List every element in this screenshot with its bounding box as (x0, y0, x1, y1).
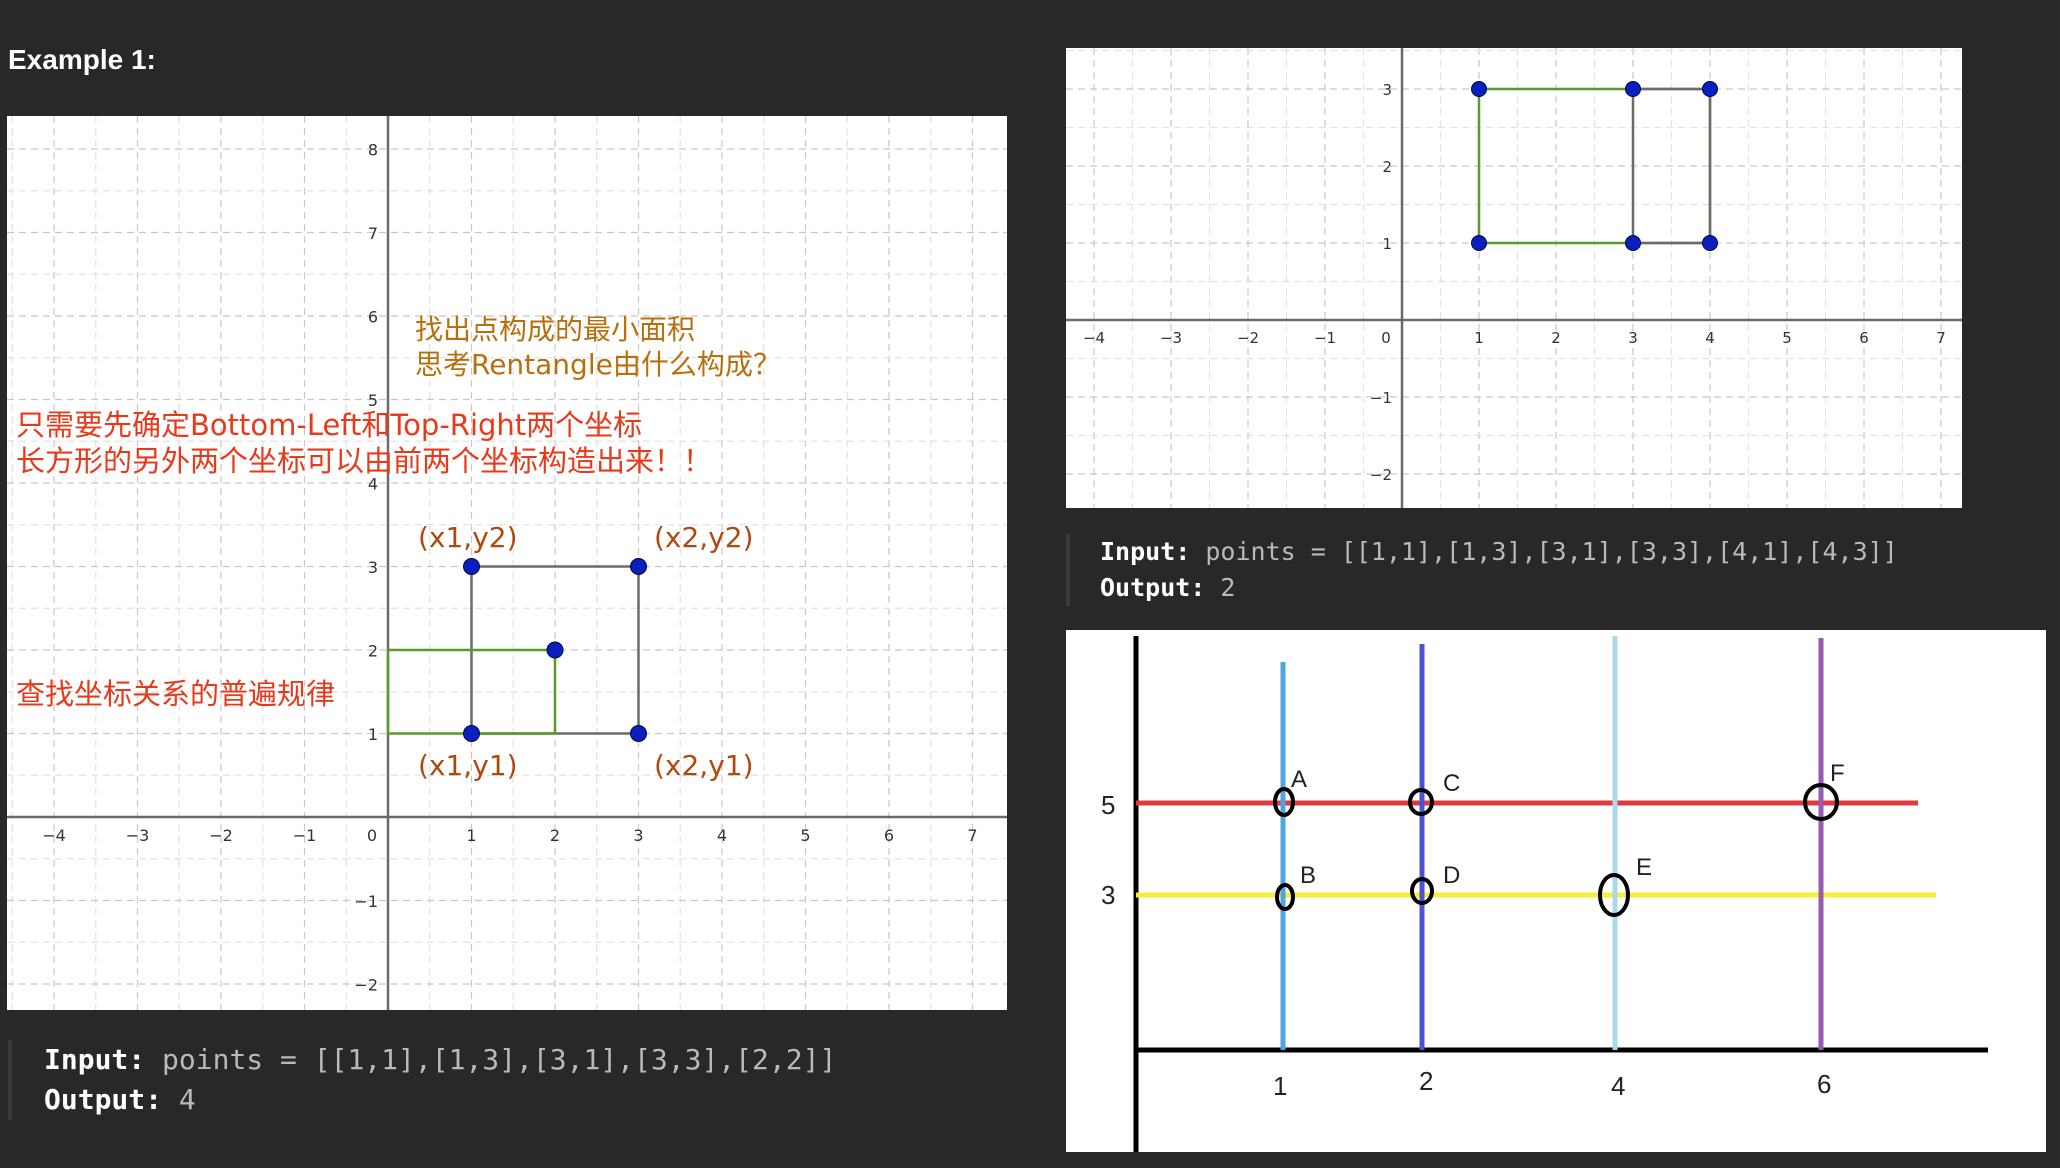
y-tick-label: 2 (368, 641, 378, 660)
y-tick-label: 3 (1382, 81, 1392, 99)
x-tick-label: 7 (1936, 329, 1946, 347)
point-f-circle (1803, 783, 1839, 821)
point-b-circle (1275, 883, 1295, 911)
rectangle-outline (1631, 87, 1712, 245)
input-value: points = [[1,1],[1,3],[3,1],[3,3],[2,2]] (145, 1043, 837, 1076)
y-tick-label: 1 (1382, 235, 1392, 253)
x-label-2: 2 (1419, 1066, 1433, 1096)
output-value: 4 (162, 1083, 196, 1116)
y-label-5: 5 (1101, 790, 1115, 820)
x-tick-label: 0 (1381, 329, 1391, 347)
left-output-line: Output: 4 (44, 1080, 836, 1120)
data-point (630, 558, 647, 575)
x-tick-label: −1 (1314, 329, 1336, 347)
x-tick-label: −3 (1160, 329, 1182, 347)
data-point (1625, 235, 1641, 251)
x-tick-label: −4 (42, 826, 66, 845)
x-tick-label: 2 (550, 826, 560, 845)
input-label: Input: (44, 1043, 146, 1076)
point-d-label: D (1443, 862, 1460, 889)
left-coordinate-graph: −4 −3 −2 −1 0 1 2 3 4 5 6 7 8 7 6 5 4 3 2 1 −1 −2 (7, 116, 1007, 1010)
y-tick-label: 6 (368, 307, 378, 326)
output-label: Output: (1100, 573, 1206, 602)
y-tick-label: −1 (354, 892, 378, 911)
output-value: 2 (1205, 573, 1236, 602)
example-heading: Example 1: (8, 44, 156, 75)
y-tick-label: 8 (368, 140, 378, 159)
data-point (1702, 235, 1718, 251)
x-tick-label: 2 (1551, 329, 1561, 347)
hand-drawn-diagram: A B C D E F 5 3 1 2 4 6 (1066, 630, 2046, 1152)
y-tick-label: −2 (1370, 466, 1392, 484)
x-tick-label: 6 (1859, 329, 1869, 347)
y-tick-label: 1 (368, 725, 378, 744)
label-x1-y1: (x1,y1) (418, 749, 518, 782)
x-tick-label: 4 (717, 826, 727, 845)
label-x1-y2: (x1,y2) (418, 521, 518, 554)
x-tick-label: 5 (1782, 329, 1792, 347)
line-intersection-diagram: A B C D E F 5 3 1 2 4 6 (1101, 636, 1988, 1152)
x-tick-label: 1 (1474, 329, 1484, 347)
data-point (1702, 81, 1718, 97)
y-tick-label: 5 (368, 391, 378, 410)
x-tick-label: 5 (800, 826, 810, 845)
y-tick-label: −1 (1370, 389, 1392, 407)
point-a-circle (1273, 787, 1295, 817)
x-tick-label: 6 (884, 826, 894, 845)
left-example-code: Input: points = [[1,1],[1,3],[3,1],[3,3]… (8, 1040, 836, 1120)
y-tick-label: −2 (354, 975, 378, 994)
x-tick-label: −2 (1237, 329, 1259, 347)
x-tick-label: 1 (466, 826, 476, 845)
label-x2-y2: (x2,y2) (654, 521, 754, 554)
x-tick-label: 7 (967, 826, 977, 845)
point-b-label: B (1300, 862, 1316, 889)
data-point (546, 641, 564, 659)
note-brown: 找出点构成的最小面积 思考Rentangle由什么构成？ (415, 313, 781, 381)
right-input-line: Input: points = [[1,1],[1,3],[3,1],[3,3]… (1100, 534, 1898, 570)
x-tick-label: −1 (293, 826, 317, 845)
right-output-line: Output: 2 (1100, 570, 1898, 606)
data-point (463, 725, 480, 742)
y-tick-label: 3 (368, 558, 378, 577)
output-label: Output: (44, 1083, 163, 1116)
right-coordinate-graph: −4 −3 −2 −1 0 1 2 3 4 5 6 7 3 2 1 −1 −2 (1066, 48, 1962, 508)
note-bottom: 查找坐标关系的普遍规律 (16, 677, 336, 711)
point-e-circle (1598, 873, 1630, 917)
left-input-line: Input: points = [[1,1],[1,3],[3,1],[3,3]… (44, 1040, 836, 1080)
left-graph-panel: −4 −3 −2 −1 0 1 2 3 4 5 6 7 8 7 6 5 4 3 2 1 −1 −2 (7, 116, 1007, 1010)
x-tick-label: −2 (209, 826, 233, 845)
data-point (463, 558, 480, 575)
y-tick-label: 4 (368, 474, 378, 493)
point-c-label: C (1443, 770, 1460, 797)
x-label-6: 6 (1817, 1069, 1831, 1099)
data-point (1471, 235, 1487, 251)
data-point (630, 725, 647, 742)
point-c-circle (1408, 788, 1434, 816)
x-tick-label: 4 (1705, 329, 1715, 347)
x-tick-label: 0 (367, 826, 377, 845)
y-label-3: 3 (1101, 880, 1115, 910)
x-tick-label: −4 (1083, 329, 1105, 347)
input-label: Input: (1100, 537, 1191, 566)
point-e-label: E (1636, 854, 1652, 881)
label-x2-y1: (x2,y1) (654, 749, 754, 782)
x-tick-label: 3 (1628, 329, 1638, 347)
y-tick-label: 2 (1382, 158, 1392, 176)
x-tick-label: −3 (126, 826, 150, 845)
right-graph-panel: −4 −3 −2 −1 0 1 2 3 4 5 6 7 3 2 1 −1 −2 (1066, 48, 1962, 508)
y-tick-label: 7 (368, 224, 378, 243)
point-d-circle (1410, 877, 1434, 905)
point-a-label: A (1291, 766, 1307, 793)
data-point (1471, 81, 1487, 97)
x-label-4: 4 (1611, 1071, 1625, 1101)
point-f-label: F (1830, 760, 1845, 787)
x-label-1: 1 (1273, 1071, 1287, 1101)
input-value: points = [[1,1],[1,3],[3,1],[3,3],[4,1],… (1190, 537, 1898, 566)
x-tick-label: 3 (633, 826, 643, 845)
note-orange: 只需要先确定Bottom-Left和Top-Right两个坐标 长方形的另外两个… (16, 408, 713, 479)
data-point (1625, 81, 1641, 97)
right-example-code: Input: points = [[1,1],[1,3],[3,1],[3,3]… (1066, 534, 1898, 606)
